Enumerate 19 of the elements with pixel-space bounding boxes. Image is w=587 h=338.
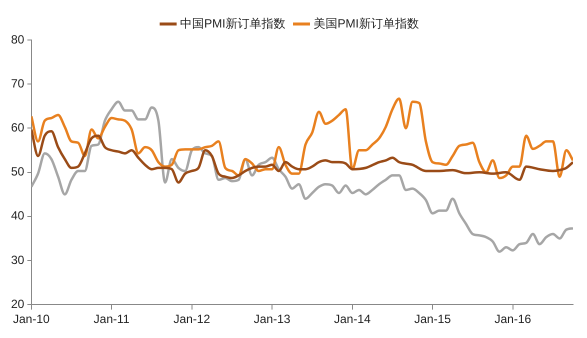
x-tick-label: Jan-11 <box>94 312 130 326</box>
y-tick-label: 30 <box>10 252 25 267</box>
x-tick-label: Jan-12 <box>173 312 211 326</box>
y-tick-label: 40 <box>10 208 25 223</box>
y-tick-label: 70 <box>10 76 25 90</box>
x-tick-label: Jan-14 <box>334 312 371 326</box>
line-series <box>31 97 573 180</box>
y-tick-label: 60 <box>10 120 25 135</box>
x-tick-label: Jan-10 <box>12 312 50 326</box>
y-tick-label: 50 <box>10 164 25 179</box>
x-tick-label: Jan-13 <box>254 312 291 326</box>
x-tick-label: Jan-15 <box>414 312 452 326</box>
legend-label: 中国PMI新订单指数 <box>180 16 286 30</box>
line-series <box>31 128 573 184</box>
legend-label: 美国PMI新订单指数 <box>314 16 419 30</box>
y-tick-label: 20 <box>10 296 25 311</box>
x-tick-label: Jan-16 <box>494 312 532 326</box>
y-tick-label: 80 <box>10 32 25 46</box>
line-series <box>31 100 573 253</box>
